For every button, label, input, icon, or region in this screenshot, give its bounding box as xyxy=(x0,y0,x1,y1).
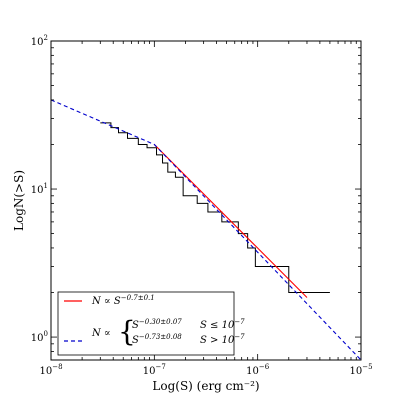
y-axis-label: LogN(>S) xyxy=(12,170,26,231)
x-axis-label: Log(S) (erg cm⁻²) xyxy=(152,379,259,393)
legend-case-condition: S ≤ 10−7 xyxy=(200,318,245,331)
legend-case-expression: S−0.30±0.07 xyxy=(132,318,182,331)
plot-area xyxy=(51,99,361,360)
plot-frame xyxy=(50,40,362,361)
tick-labels: 10−8 10−7 10−6 10−5 100 101 102 xyxy=(31,34,373,377)
legend-box xyxy=(57,291,235,356)
x-tick-label: 10−7 xyxy=(143,363,166,377)
legend-label-power-law: N ∝ S−0.7±0.1 xyxy=(91,294,155,307)
x-tick-label: 10−5 xyxy=(349,363,372,377)
series-power-law-fit xyxy=(153,144,308,298)
legend: N ∝ S−0.7±0.1 N ∝ {S−0.30±0.07 S ≤ 10−7 S−0.… xyxy=(57,291,245,356)
series-broken-power-law-fit xyxy=(51,99,361,360)
y-tick-label: 100 xyxy=(31,330,48,344)
y-tick-label: 102 xyxy=(31,34,48,48)
y-tick-label: 101 xyxy=(31,182,48,196)
series-step xyxy=(100,122,330,294)
legend-case-condition: S > 10−7 xyxy=(200,333,245,346)
legend-label-broken-power-law: N ∝ xyxy=(91,328,111,339)
legend-brace: { xyxy=(118,315,136,348)
legend-case-expression: S−0.73±0.08 xyxy=(132,333,182,346)
x-tick-label: 10−8 xyxy=(39,363,62,377)
x-tick-label: 10−6 xyxy=(246,363,270,377)
axis-ticks xyxy=(50,40,362,361)
